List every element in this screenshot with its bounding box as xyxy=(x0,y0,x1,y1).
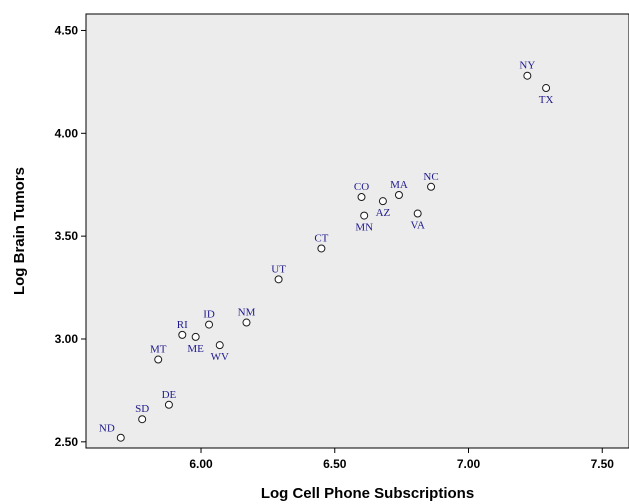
y-tick-label: 4.50 xyxy=(55,23,79,37)
y-tick-label: 3.50 xyxy=(55,229,79,243)
point-label-nm: NM xyxy=(238,307,256,319)
y-tick-label: 3.00 xyxy=(55,332,79,346)
point-label-ma: MA xyxy=(390,179,408,191)
data-point-ny xyxy=(523,71,532,80)
plot-area xyxy=(85,13,629,449)
point-label-tx: TX xyxy=(539,94,554,106)
data-point-mt xyxy=(154,355,163,364)
y-tick-label: 4.00 xyxy=(55,126,79,140)
data-point-ri xyxy=(178,330,187,339)
point-label-nc: NC xyxy=(423,171,438,183)
data-point-va xyxy=(413,209,422,218)
point-label-me: ME xyxy=(187,343,204,355)
x-axis-title: Log Cell Phone Subscriptions xyxy=(261,485,474,502)
point-label-az: AZ xyxy=(376,207,391,219)
data-point-me xyxy=(191,332,200,341)
data-point-mn xyxy=(360,211,369,220)
point-label-wv: WV xyxy=(211,351,229,363)
x-tick-label: 6.50 xyxy=(323,457,347,471)
data-point-sd xyxy=(138,415,147,424)
point-label-ri: RI xyxy=(177,319,188,331)
x-tick-label: 7.50 xyxy=(591,457,615,471)
data-point-ut xyxy=(274,275,283,284)
point-label-va: VA xyxy=(410,220,425,232)
data-point-de xyxy=(164,400,173,409)
point-label-co: CO xyxy=(354,181,369,193)
data-point-co xyxy=(357,193,366,202)
point-label-id: ID xyxy=(203,309,215,321)
point-label-sd: SD xyxy=(135,403,149,415)
y-tick-label: 2.50 xyxy=(55,435,79,449)
x-tick-label: 7.00 xyxy=(457,457,481,471)
data-point-wv xyxy=(215,341,224,350)
data-point-ma xyxy=(394,191,403,200)
point-label-nd: ND xyxy=(99,423,115,435)
data-point-az xyxy=(378,197,387,206)
y-axis-title: Log Brain Tumors xyxy=(11,167,28,295)
point-label-ny: NY xyxy=(519,60,535,72)
x-tick-label: 6.00 xyxy=(189,457,213,471)
axis-ticks: 2.50 3.00 3.50 4.00 4.50 6.00 6.50 7.00 7.50 xyxy=(55,23,615,471)
point-label-mn: MN xyxy=(355,222,373,234)
data-point-nm xyxy=(242,318,251,327)
point-label-ct: CT xyxy=(314,232,328,244)
point-label-mt: MT xyxy=(150,344,167,356)
data-point-tx xyxy=(542,84,551,93)
data-point-nc xyxy=(427,182,436,191)
data-point-nd xyxy=(116,433,125,442)
point-label-ut: UT xyxy=(271,263,286,275)
point-label-de: DE xyxy=(162,389,177,401)
data-point-id xyxy=(205,320,214,329)
data-point-ct xyxy=(317,244,326,253)
